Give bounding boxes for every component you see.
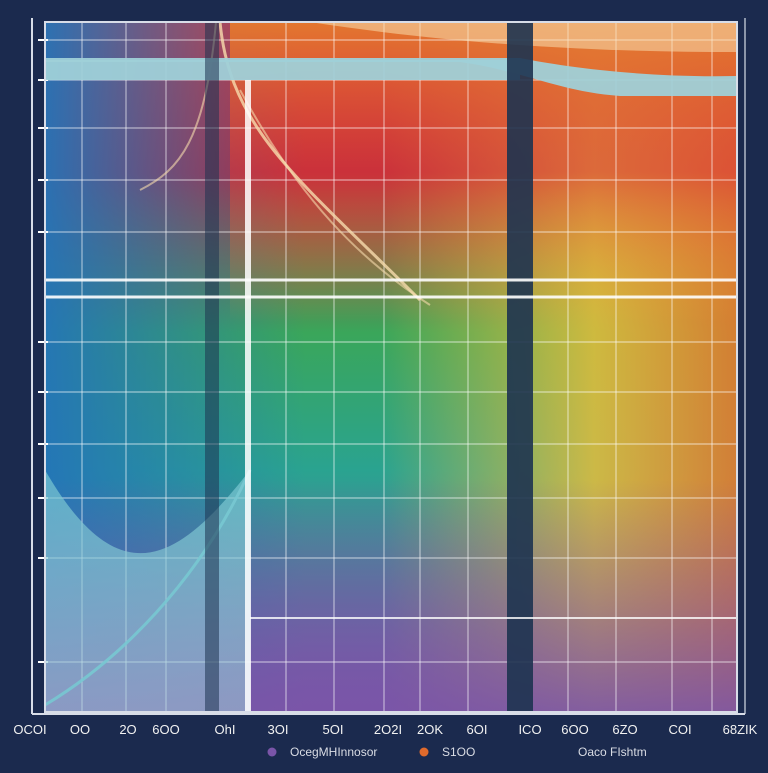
legend-item: Oaco FIshtm — [578, 745, 647, 759]
x-tick-label: 6ZO — [612, 722, 637, 737]
x-tick-label: ICO — [518, 722, 541, 737]
x-tick-label: 6OI — [467, 722, 488, 737]
teal-band — [45, 58, 737, 96]
white-bar — [245, 80, 251, 712]
x-tick-label: OO — [70, 722, 90, 737]
grid — [38, 22, 737, 712]
teal-area — [45, 470, 250, 712]
legend: OcegMHInnosor S1OO Oaco FIshtm — [267, 745, 647, 759]
cyan-curve — [44, 469, 252, 707]
x-tick-label: OhI — [215, 722, 236, 737]
dark-bar-left — [205, 22, 219, 712]
x-axis-ticks: OCOI OO 2O 6OO OhI 3OI 5OI 2O2I 2OK 6OI ICO 6OO 6ZO C… — [13, 722, 757, 737]
plot-frame — [31, 18, 746, 715]
x-tick-label: 5OI — [323, 722, 344, 737]
legend-marker — [419, 747, 429, 757]
x-tick-label: OCOI — [13, 722, 46, 737]
x-tick-label: 68ZIK — [723, 722, 758, 737]
legend-label: OcegMHInnosor — [290, 745, 377, 759]
teal-band-left — [45, 60, 520, 80]
x-tick-label: 2O — [119, 722, 136, 737]
cream-curve-lower — [239, 89, 431, 306]
area-series — [44, 21, 737, 712]
vertical-bars — [205, 22, 533, 712]
legend-item: OcegMHInnosor — [267, 745, 377, 759]
legend-item: S1OO — [419, 745, 475, 759]
x-tick-label: 2O2I — [374, 722, 402, 737]
highlight-lines — [45, 278, 737, 619]
x-tick-label: COI — [668, 722, 691, 737]
x-tick-label: 6OO — [152, 722, 179, 737]
dark-bar-right — [507, 22, 533, 712]
x-tick-label: 2OK — [417, 722, 443, 737]
legend-marker — [267, 747, 277, 757]
legend-label: Oaco FIshtm — [578, 745, 647, 759]
x-tick-label: 3OI — [268, 722, 289, 737]
legend-label: S1OO — [442, 745, 475, 759]
x-tick-label: 6OO — [561, 722, 588, 737]
